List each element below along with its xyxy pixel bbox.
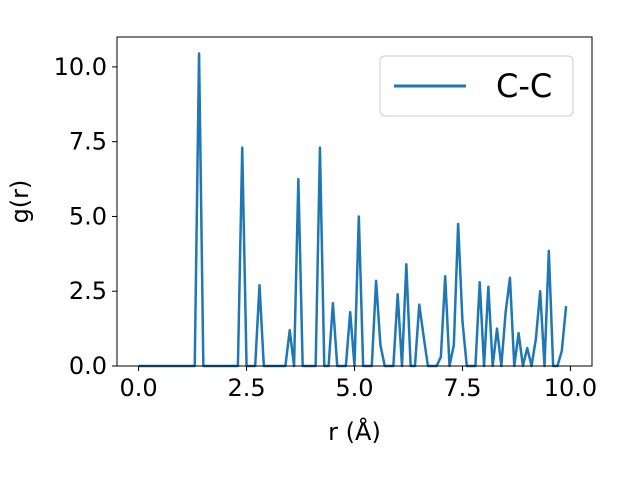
y-tick-label: 0.0 (69, 352, 107, 380)
legend: C-C (379, 55, 574, 117)
x-tick-label: 2.5 (227, 374, 265, 402)
y-axis-label: g(r) (6, 180, 34, 224)
x-tick-label: 10.0 (544, 374, 597, 402)
y-axis-ticks: 0.0 2.5 5.0 7.5 10.0 (54, 53, 117, 380)
legend-box (379, 55, 574, 117)
x-tick-label: 7.5 (443, 374, 481, 402)
x-axis-ticks: 0.0 2.5 5.0 7.5 10.0 (120, 366, 597, 402)
y-tick-label: 2.5 (69, 277, 107, 305)
x-tick-label: 0.0 (120, 374, 158, 402)
y-tick-label: 10.0 (54, 53, 107, 81)
x-tick-label: 5.0 (335, 374, 373, 402)
y-tick-label: 7.5 (69, 128, 107, 156)
legend-label-c-c: C-C (496, 67, 552, 105)
x-axis-label: r (Å) (328, 417, 381, 446)
y-tick-label: 5.0 (69, 202, 107, 230)
